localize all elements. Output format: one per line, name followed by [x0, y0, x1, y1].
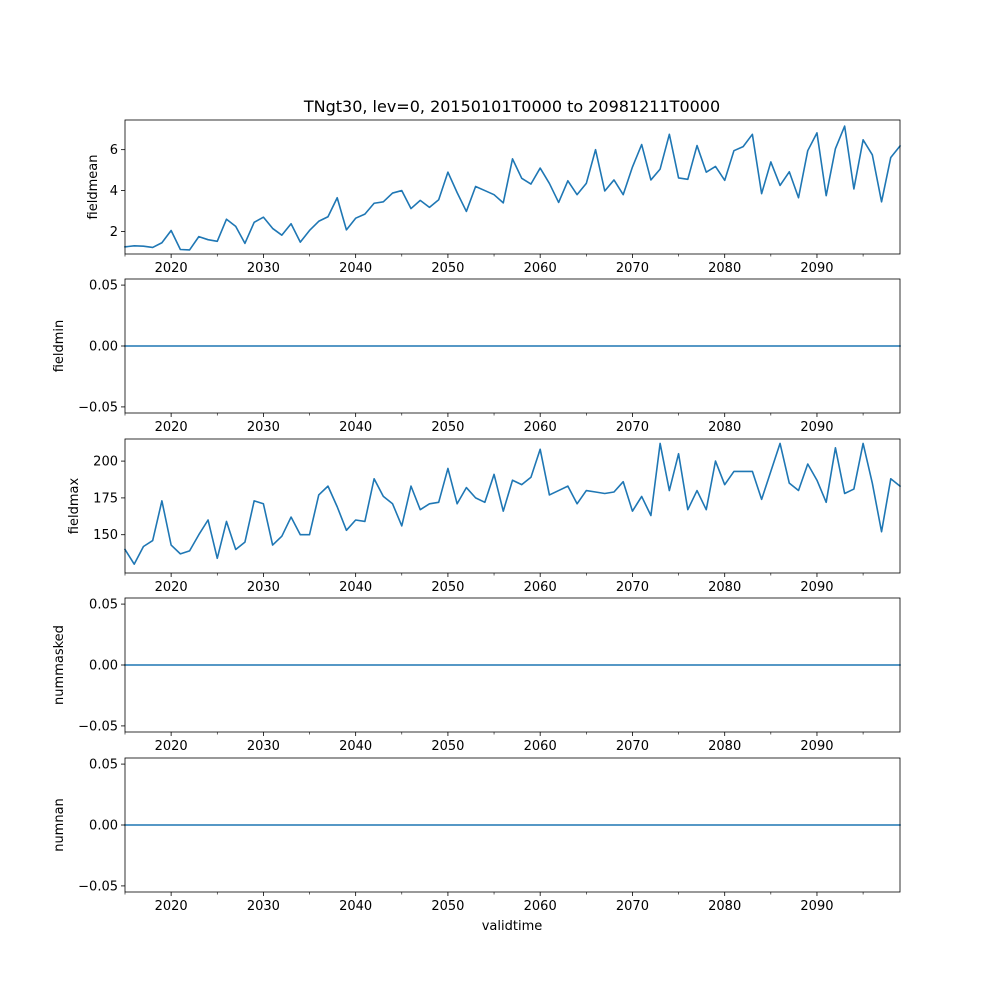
nummasked-y-tick-label: −0.05 [78, 719, 118, 734]
nummasked-x-tick-label: 2080 [708, 739, 741, 754]
fieldmax-x-tick-label: 2040 [339, 580, 372, 595]
fieldmean-y-tick-label: 6 [110, 143, 118, 158]
fieldmean-x-tick-label: 2080 [708, 261, 741, 276]
fieldmin-x-tick-label: 2040 [339, 420, 372, 435]
fieldmean-x-tick-label: 2020 [155, 261, 188, 276]
x-axis-label: validtime [482, 919, 543, 934]
numnan-x-tick-label: 2040 [339, 899, 372, 914]
fieldmin-x-tick-label: 2070 [616, 420, 649, 435]
numnan-x-tick-label: 2050 [431, 899, 464, 914]
numnan-x-tick-label: 2020 [155, 899, 188, 914]
nummasked-y-tick-label: 0.05 [89, 598, 118, 613]
numnan-x-tick-label: 2060 [524, 899, 557, 914]
nummasked-x-tick-label: 2090 [800, 739, 833, 754]
fieldmax-x-tick-label: 2090 [800, 580, 833, 595]
fieldmax-x-tick-label: 2070 [616, 580, 649, 595]
nummasked-x-tick-label: 2030 [247, 739, 280, 754]
subplot-numnan: 2020 2030 2040 2050 2060 2070 2080 2090 −0.05 0.0… [52, 758, 901, 914]
numnan-y-tick-label: −0.05 [78, 879, 118, 894]
fieldmean-x-tick-label: 2060 [524, 261, 557, 276]
fieldmax-axes-frame [124, 438, 901, 574]
fieldmin-x-tick-label: 2050 [431, 420, 464, 435]
fieldmax-series-line [123, 442, 902, 565]
fieldmax-y-tick-label: 200 [93, 455, 118, 470]
fieldmin-y-axis-label: fieldmin [52, 320, 67, 373]
numnan-y-axis-label: numnan [52, 798, 67, 852]
fieldmean-x-tick-label: 2040 [339, 261, 372, 276]
fieldmax-y-tick-label: 150 [93, 528, 118, 543]
fieldmin-y-tick-label: −0.05 [78, 400, 118, 415]
numnan-y-tick-label: 0.00 [89, 819, 118, 834]
nummasked-y-axis-label: nummasked [52, 625, 67, 705]
fieldmean-x-tick-label: 2030 [247, 261, 280, 276]
numnan-x-tick-label: 2070 [616, 899, 649, 914]
fieldmean-x-tick-label: 2050 [431, 261, 464, 276]
fieldmin-y-tick-label: 0.00 [89, 340, 118, 355]
subplot-fieldmean: 2020 2030 2040 2050 2060 2070 2080 2090 2 4 6 field… [86, 119, 902, 276]
nummasked-x-tick-label: 2060 [524, 739, 557, 754]
fieldmin-y-tick-label: 0.05 [89, 279, 118, 294]
fieldmean-y-axis-label: fieldmean [86, 155, 101, 220]
subplot-fieldmax: 2020 2030 2040 2050 2060 2070 2080 2090 150 175 20… [67, 438, 902, 595]
fieldmax-x-tick-label: 2050 [431, 580, 464, 595]
subplot-nummasked: 2020 2030 2040 2050 2060 2070 2080 2090 −0.05 0.0… [52, 598, 901, 754]
fieldmax-y-axis-label: fieldmax [67, 478, 82, 535]
fieldmean-axes-frame [124, 119, 901, 255]
fieldmean-y-tick-label: 2 [110, 225, 118, 240]
fieldmax-x-tick-label: 2030 [247, 580, 280, 595]
subplot-fieldmin: 2020 2030 2040 2050 2060 2070 2080 2090 −0.05 0.0… [52, 279, 901, 435]
fieldmin-x-tick-label: 2080 [708, 420, 741, 435]
nummasked-x-tick-label: 2070 [616, 739, 649, 754]
fieldmin-x-tick-label: 2030 [247, 420, 280, 435]
subplots: 2020 2030 2040 2050 2060 2070 2080 2090 2 4 6 field… [52, 119, 902, 914]
fieldmax-x-tick-label: 2020 [155, 580, 188, 595]
nummasked-x-tick-label: 2040 [339, 739, 372, 754]
fieldmax-y-tick-label: 175 [93, 491, 118, 506]
fieldmin-x-tick-label: 2020 [155, 420, 188, 435]
fieldmax-x-tick-label: 2080 [708, 580, 741, 595]
fieldmin-x-tick-label: 2060 [524, 420, 557, 435]
numnan-x-tick-label: 2090 [800, 899, 833, 914]
fieldmean-x-tick-label: 2070 [616, 261, 649, 276]
numnan-y-tick-label: 0.05 [89, 758, 118, 773]
fieldmean-series-line [124, 125, 902, 251]
fieldmean-x-tick-label: 2090 [800, 261, 833, 276]
nummasked-x-tick-label: 2050 [431, 739, 464, 754]
chart-title: TNgt30, lev=0, 20150101T0000 to 20981211… [303, 97, 720, 116]
fieldmax-x-tick-label: 2060 [524, 580, 557, 595]
numnan-x-tick-label: 2030 [247, 899, 280, 914]
fieldmin-x-tick-label: 2090 [800, 420, 833, 435]
nummasked-y-tick-label: 0.00 [89, 659, 118, 674]
nummasked-x-tick-label: 2020 [155, 739, 188, 754]
numnan-x-tick-label: 2080 [708, 899, 741, 914]
fieldmean-y-tick-label: 4 [110, 184, 118, 199]
